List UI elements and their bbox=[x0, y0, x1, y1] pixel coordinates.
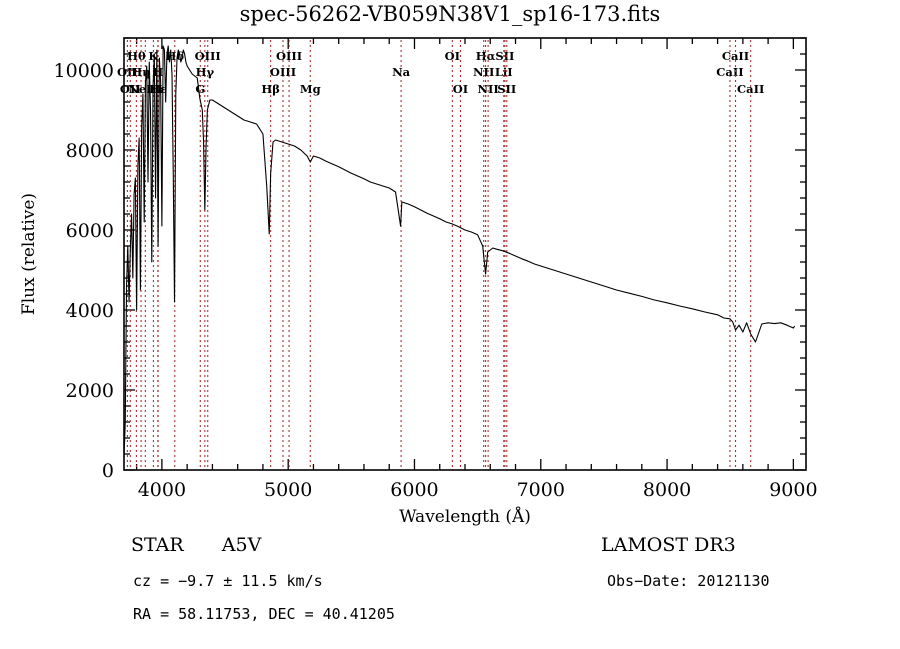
coordinates-value: RA = 58.11753, DEC = 40.41205 bbox=[133, 605, 395, 623]
spectrum-trace bbox=[123, 45, 796, 459]
y-tick-label: 6000 bbox=[66, 220, 114, 242]
line-marker-label: SII bbox=[495, 49, 514, 63]
y-tick-label: 0 bbox=[102, 460, 114, 482]
line-marker-label: Mg bbox=[300, 82, 321, 96]
line-marker-label: CaII bbox=[716, 65, 743, 79]
x-tick-label: 8000 bbox=[643, 479, 691, 501]
line-marker-label: Hε bbox=[149, 82, 167, 96]
line-marker-label: Hβ bbox=[261, 82, 280, 96]
survey-label: LAMOST DR3 bbox=[601, 534, 736, 556]
obs-date-label: Obs−Date: 20121130 bbox=[607, 572, 770, 590]
line-marker-label: OII bbox=[117, 65, 138, 79]
line-marker-label: CaII bbox=[737, 82, 764, 96]
line-marker-label: OI bbox=[453, 82, 468, 96]
y-tick-label: 8000 bbox=[66, 140, 114, 162]
plot-frame bbox=[123, 37, 807, 471]
y-tick-label: 10000 bbox=[54, 60, 114, 82]
line-marker-label: NII bbox=[477, 82, 498, 96]
page-title: spec-56262-VB059N38V1_sp16-173.fits bbox=[239, 2, 661, 26]
line-marker-label: CaII bbox=[722, 49, 749, 63]
line-marker-label: NII bbox=[473, 65, 494, 79]
line-marker-label: OIII bbox=[270, 65, 296, 79]
line-marker-label: LiI bbox=[495, 65, 513, 79]
x-tick-label: 7000 bbox=[517, 479, 565, 501]
line-marker-label: Na bbox=[392, 65, 411, 79]
cz-value: cz = −9.7 ± 11.5 km/s bbox=[133, 572, 323, 590]
line-marker-label: Hη bbox=[131, 65, 150, 79]
x-tick-label: 9000 bbox=[769, 479, 817, 501]
y-axis-title: Flux (relative) bbox=[19, 193, 39, 315]
line-marker-label: Hα bbox=[476, 49, 496, 63]
x-tick-label: 5000 bbox=[264, 479, 312, 501]
y-tick-label: 2000 bbox=[66, 380, 114, 402]
x-tick-label: 4000 bbox=[138, 479, 186, 501]
x-tick-label: 6000 bbox=[390, 479, 438, 501]
y-tick-label: 4000 bbox=[66, 300, 114, 322]
line-marker-label: SII bbox=[497, 82, 516, 96]
object-class-label: STAR A5V bbox=[131, 534, 262, 556]
line-marker-label: OII bbox=[120, 82, 141, 96]
line-marker-label: OI bbox=[445, 49, 460, 63]
line-marker-label: Hγ bbox=[196, 65, 215, 79]
x-axis-title: Wavelength (Å) bbox=[399, 506, 531, 527]
line-marker-label: Hθ bbox=[127, 49, 146, 63]
line-marker-label: OIII bbox=[195, 49, 221, 63]
line-marker-label: G bbox=[195, 82, 205, 96]
line-marker-label: OIII bbox=[276, 49, 302, 63]
